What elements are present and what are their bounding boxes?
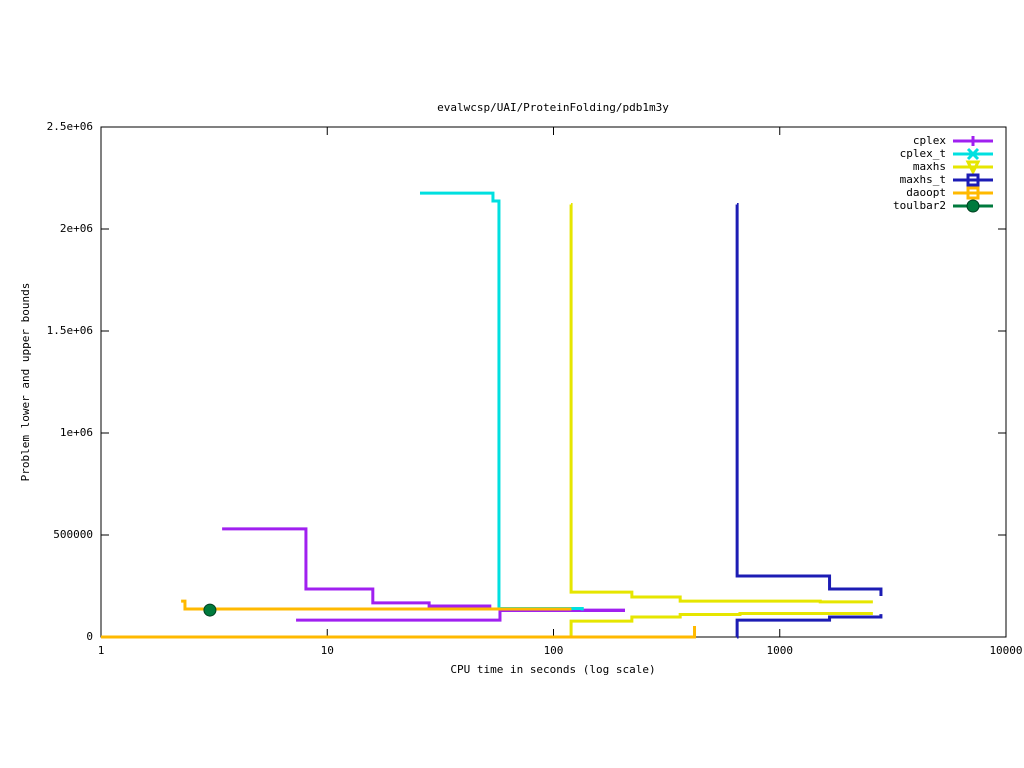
marker <box>965 160 981 176</box>
legend-label: toulbar2 <box>893 199 946 212</box>
y-tick-label: 1.5e+06 <box>47 324 93 337</box>
series-line <box>222 527 625 622</box>
marker <box>966 199 980 213</box>
series-line <box>569 203 873 639</box>
series-line <box>419 191 584 611</box>
plot-frame <box>100 126 1007 638</box>
legend-label: cplex <box>913 134 946 147</box>
chart-title: evalwcsp/UAI/ProteinFolding/pdb1m3y <box>437 101 669 114</box>
marker <box>968 136 978 146</box>
y-axis-label: Problem lower and upper bounds <box>19 283 32 482</box>
x-axis-label: CPU time in seconds (log scale) <box>450 663 655 676</box>
y-tick-label: 2e+06 <box>60 222 93 235</box>
y-tick-label: 1e+06 <box>60 426 93 439</box>
x-tick-label: 10000 <box>989 644 1022 657</box>
x-tick-label: 1000 <box>767 644 794 657</box>
y-tick-label: 500000 <box>53 528 93 541</box>
marker <box>203 603 217 617</box>
legend-label: maxhs <box>913 160 946 173</box>
y-tick-label: 2.5e+06 <box>47 120 93 133</box>
marker <box>966 173 980 187</box>
legend-label: daoopt <box>906 186 946 199</box>
series-line <box>101 599 697 639</box>
legend-label: maxhs_t <box>900 173 946 186</box>
y-tick-label: 0 <box>86 630 93 643</box>
x-tick-label: 1 <box>98 644 105 657</box>
legend-label: cplex_t <box>900 147 946 160</box>
marker <box>966 147 980 161</box>
series-line <box>735 203 883 639</box>
x-tick-label: 100 <box>544 644 564 657</box>
x-tick-label: 10 <box>321 644 334 657</box>
marker <box>966 186 980 200</box>
